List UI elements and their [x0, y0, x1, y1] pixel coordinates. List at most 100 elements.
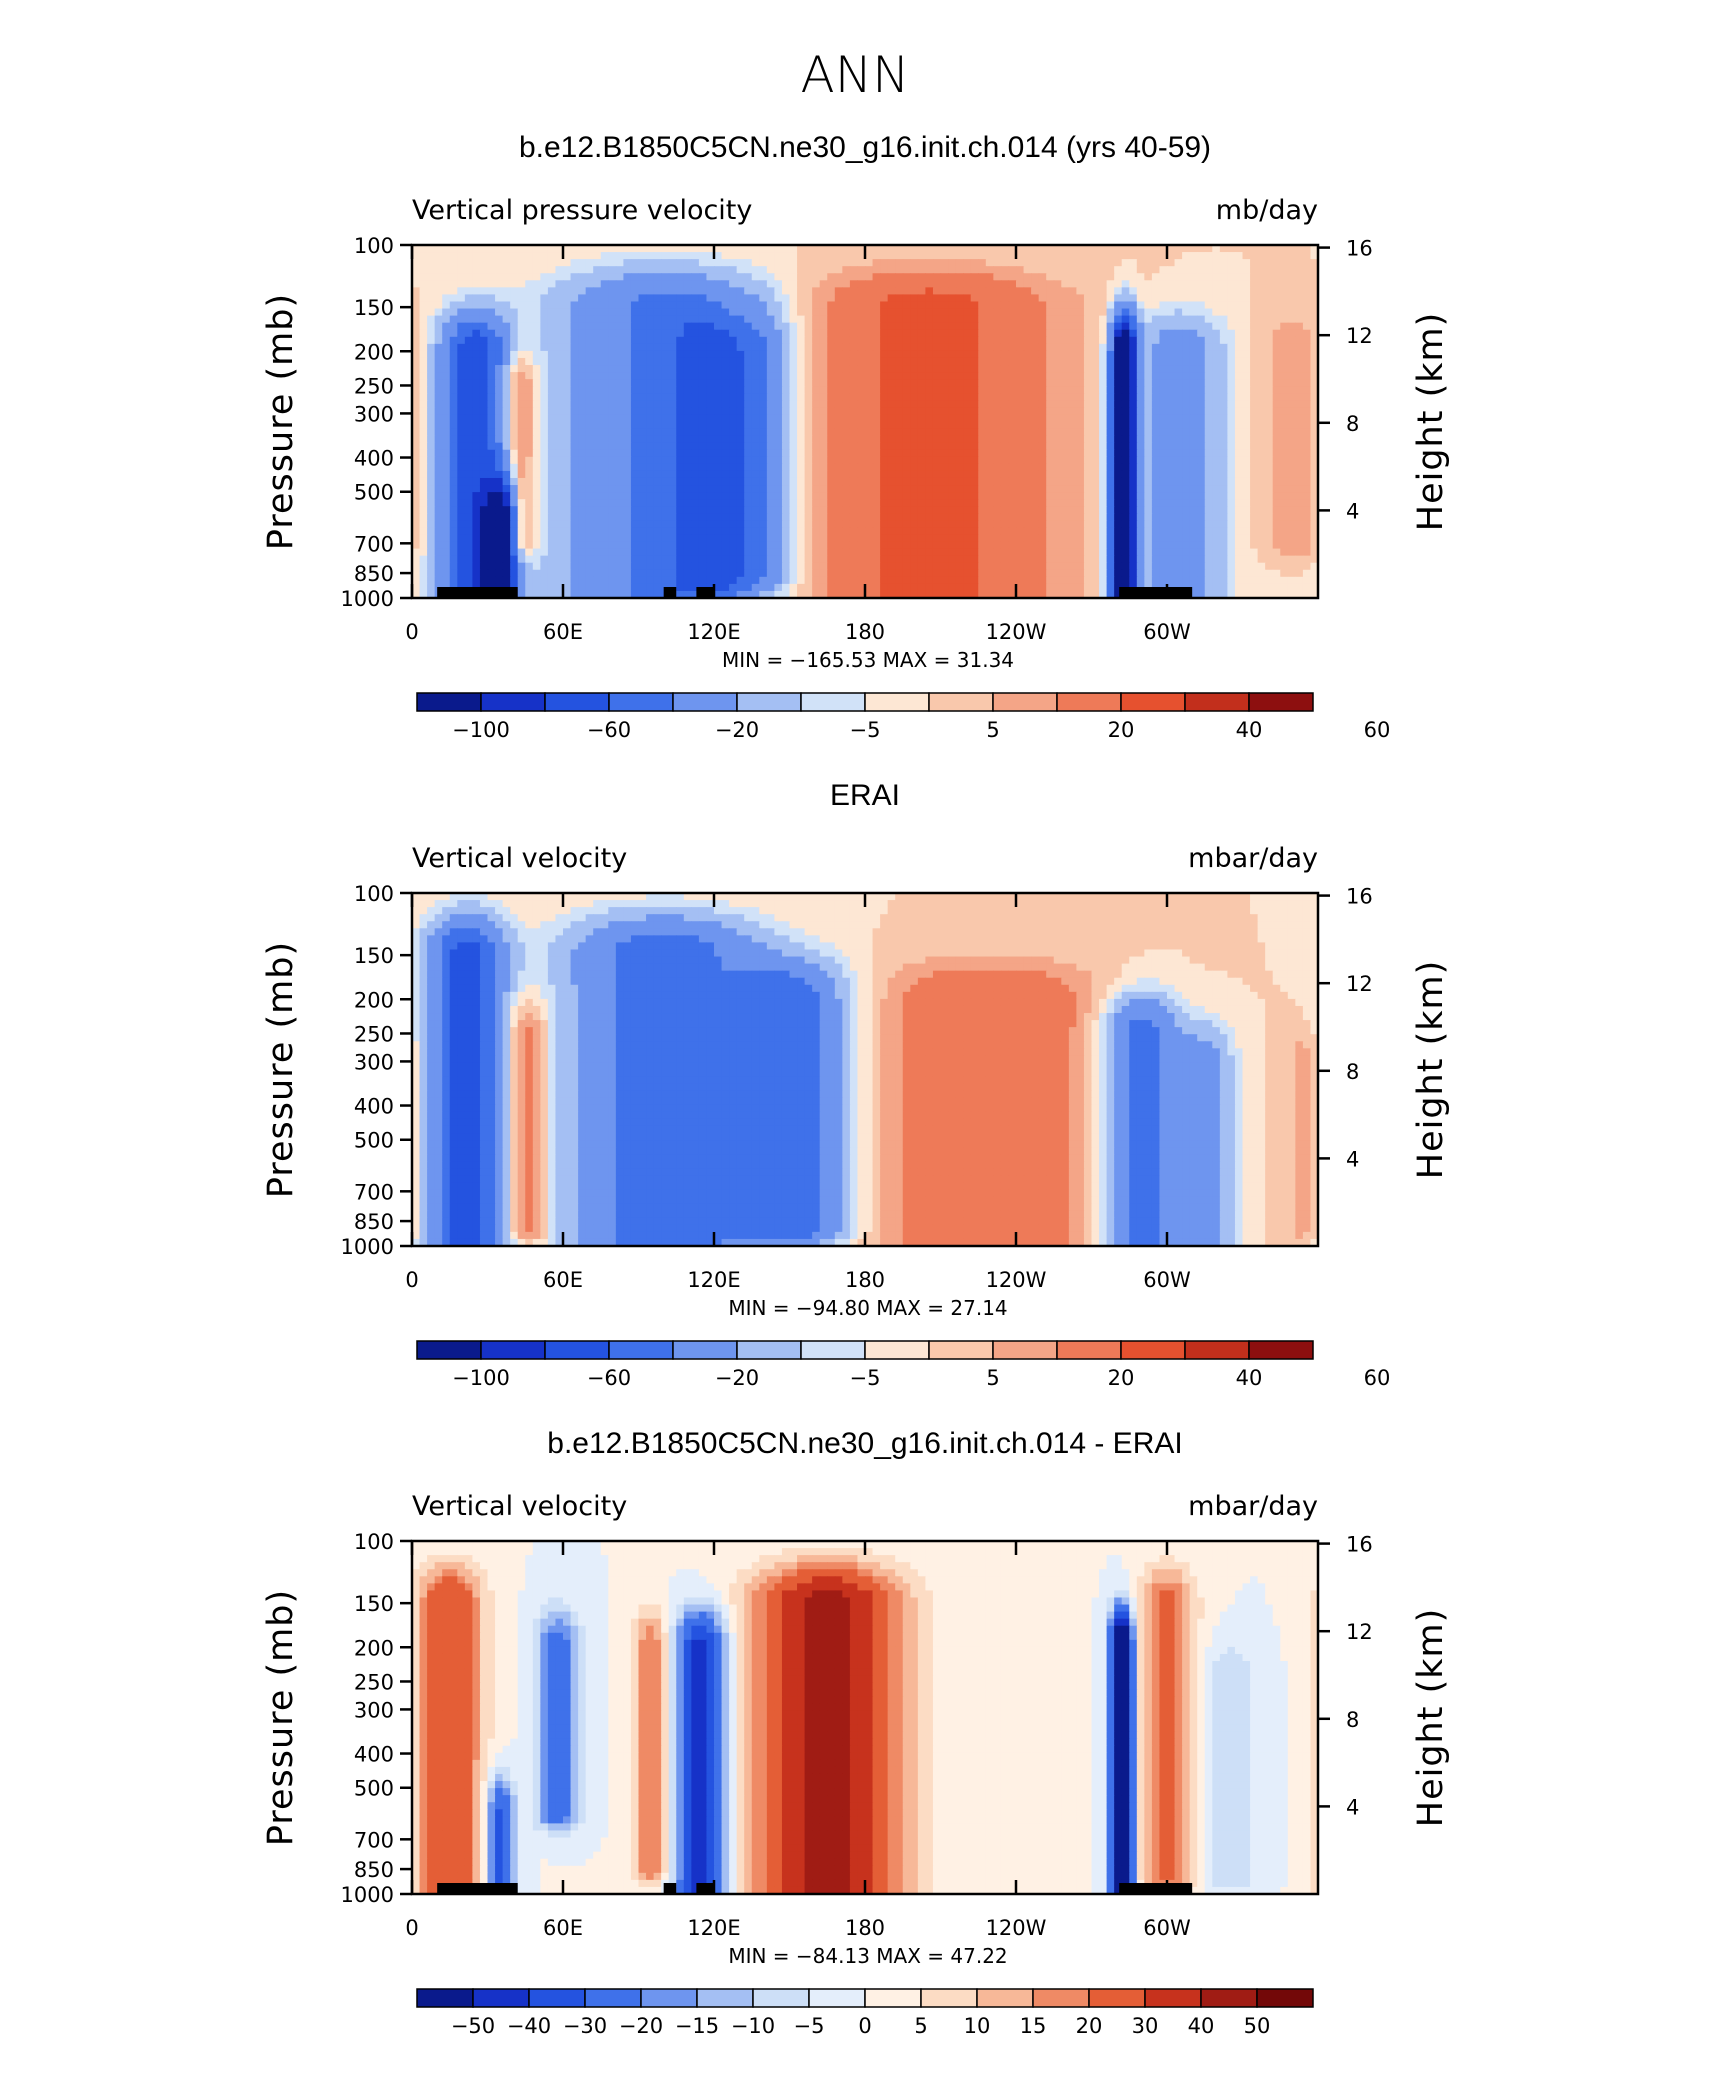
field-cell [1091, 442, 1100, 451]
field-cell [540, 280, 549, 288]
field-cell [1189, 386, 1198, 394]
field-cell [646, 329, 655, 338]
field-cell [751, 315, 760, 324]
field-cell [585, 273, 594, 281]
field-cell [1257, 343, 1266, 352]
field-cell [1234, 492, 1244, 500]
field-cell [691, 280, 700, 288]
field-cell [1272, 336, 1281, 345]
field-cell [1174, 463, 1183, 472]
field-cell [842, 259, 851, 267]
field-cell [1280, 499, 1289, 507]
field-cell [442, 463, 451, 472]
field-cell [563, 280, 572, 288]
field-cell [1250, 499, 1259, 507]
field-cell [1227, 294, 1236, 303]
field-cell [1257, 456, 1266, 465]
field-cell [419, 442, 428, 451]
field-cell [412, 520, 421, 528]
field-cell [1302, 357, 1312, 366]
field-cell [948, 252, 957, 260]
field-cell [993, 259, 1002, 267]
field-cell [1076, 470, 1085, 479]
field-cell [978, 357, 987, 366]
field-cell [1121, 287, 1130, 296]
field-cell [1257, 414, 1266, 423]
field-cell [419, 407, 428, 416]
field-cell [1280, 322, 1289, 331]
field-cell [1099, 527, 1108, 536]
field-cell [1250, 506, 1259, 514]
field-cell [1287, 365, 1296, 373]
field-cell [457, 407, 466, 416]
field-cell [1159, 506, 1168, 514]
field-cell [1114, 315, 1123, 324]
field-cell [1151, 449, 1161, 458]
field-cell [449, 322, 458, 331]
field-cell [630, 294, 640, 303]
field-cell [517, 421, 526, 430]
field-cell [1302, 393, 1312, 401]
field-cell [630, 428, 640, 437]
field-cell [1257, 379, 1266, 387]
field-cell [789, 245, 798, 253]
field-cell [532, 449, 541, 458]
field-cell [880, 393, 889, 401]
field-cell [698, 506, 708, 514]
field-cell [1257, 400, 1266, 408]
field-cell [827, 407, 836, 416]
field-cell [1250, 386, 1259, 394]
field-cell [691, 527, 700, 536]
field-cell [517, 435, 526, 444]
field-cell [630, 372, 640, 380]
field-cell [1159, 520, 1168, 528]
field-cell [578, 386, 587, 394]
field-cell [781, 266, 791, 274]
field-cell [1083, 372, 1093, 380]
field-cell [729, 266, 738, 274]
field-cell [1219, 273, 1228, 281]
field-cell [849, 301, 859, 310]
field-cell [1114, 301, 1123, 310]
field-cell [781, 287, 791, 296]
field-cell [1121, 492, 1130, 500]
field-cell [1257, 477, 1266, 486]
field-cell [993, 372, 1002, 380]
field-cell [1114, 280, 1123, 288]
field-cell [895, 308, 904, 317]
field-cell [1189, 414, 1198, 423]
field-cell [698, 435, 708, 444]
field-cell [1106, 485, 1115, 493]
field-cell [1016, 414, 1025, 423]
field-cell [1242, 294, 1251, 303]
field-cell [970, 329, 979, 338]
field-cell [857, 492, 866, 500]
field-cell [464, 520, 473, 528]
field-cell [978, 287, 987, 296]
field-cell [827, 393, 836, 401]
field-cell [487, 428, 496, 437]
field-cell [1250, 456, 1259, 465]
field-cell [940, 357, 949, 366]
field-cell [1038, 463, 1047, 472]
field-cell [510, 477, 519, 486]
field-cell [472, 407, 481, 416]
field-cell [630, 520, 640, 528]
field-cell [849, 492, 859, 500]
field-cell [714, 527, 723, 536]
field-cell [517, 350, 526, 359]
field-cell [827, 372, 836, 380]
field-cell [1061, 287, 1070, 296]
field-cell [1129, 506, 1138, 514]
field-cell [827, 259, 836, 267]
field-cell [1136, 350, 1145, 359]
field-cell [1310, 449, 1319, 458]
field-cell [593, 534, 602, 543]
field-cell [880, 400, 889, 408]
field-cell [925, 513, 934, 521]
field-cell [1302, 245, 1312, 253]
field-cell [434, 414, 443, 423]
field-cell [880, 336, 889, 345]
field-cell [502, 421, 511, 430]
field-cell [472, 357, 481, 366]
